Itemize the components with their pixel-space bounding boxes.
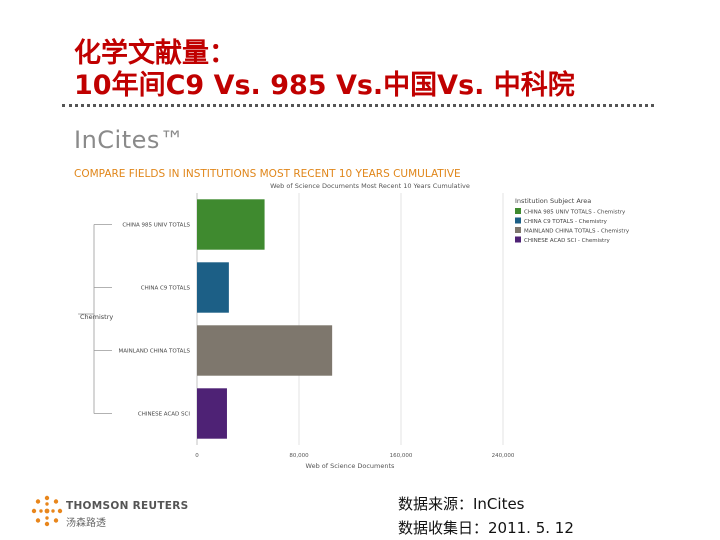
report-subtitle: COMPARE FIELDS IN INSTITUTIONS MOST RECE…: [74, 168, 461, 180]
category-label: CHINA 985 UNIV TOTALS: [122, 223, 190, 229]
legend-entry: CHINA C9 TOTALS - Chemistry: [524, 219, 608, 225]
bar: [197, 325, 333, 376]
x-tick-label: 0: [195, 453, 199, 459]
bar: [197, 388, 227, 439]
legend-swatch: [515, 217, 521, 224]
legend-entry: MAINLAND CHINA TOTALS - Chemistry: [524, 229, 630, 235]
x-tick-label: 80,000: [289, 453, 309, 459]
footer-company-name: THOMSON REUTERS: [66, 500, 189, 512]
parent-category-label: Chemistry: [80, 313, 113, 321]
bar: [197, 199, 265, 250]
category-label: MAINLAND CHINA TOTALS: [119, 349, 191, 355]
legend-entry: CHINESE ACAD SCI - Chemistry: [524, 238, 610, 244]
x-tick-label: 160,000: [390, 453, 413, 459]
legend-entry: CHINA 985 UNIV TOTALS - Chemistry: [524, 210, 626, 216]
title-divider: [62, 104, 654, 107]
legend-swatch: [515, 227, 521, 233]
incites-logo: InCites™: [74, 126, 185, 154]
bar: [197, 262, 229, 313]
thomson-reuters-logo-icon: [31, 495, 63, 527]
legend-swatch: [515, 208, 521, 214]
data-source-note: 数据来源：InCites 数据收集日：2011. 5. 12: [398, 492, 574, 540]
legend-title: Institution Subject Area: [515, 197, 591, 205]
slide-title-line2: 10年间C9 Vs. 985 Vs.中国Vs. 中科院: [74, 70, 575, 101]
category-label: CHINESE ACAD SCI: [138, 412, 190, 418]
category-label: CHINA C9 TOTALS: [141, 286, 191, 292]
slide-title-line1: 化学文献量：: [74, 38, 236, 69]
chart-title: Web of Science Documents Most Recent 10 …: [270, 182, 470, 190]
legend-swatch: [515, 236, 521, 243]
x-tick-label: 240,000: [492, 453, 515, 459]
footer-company-name-cn: 汤森路透: [66, 518, 106, 529]
x-axis-label: Web of Science Documents: [306, 462, 396, 470]
source-line: 数据来源：InCites: [398, 495, 525, 513]
collection-date-line: 数据收集日：2011. 5. 12: [398, 519, 574, 537]
